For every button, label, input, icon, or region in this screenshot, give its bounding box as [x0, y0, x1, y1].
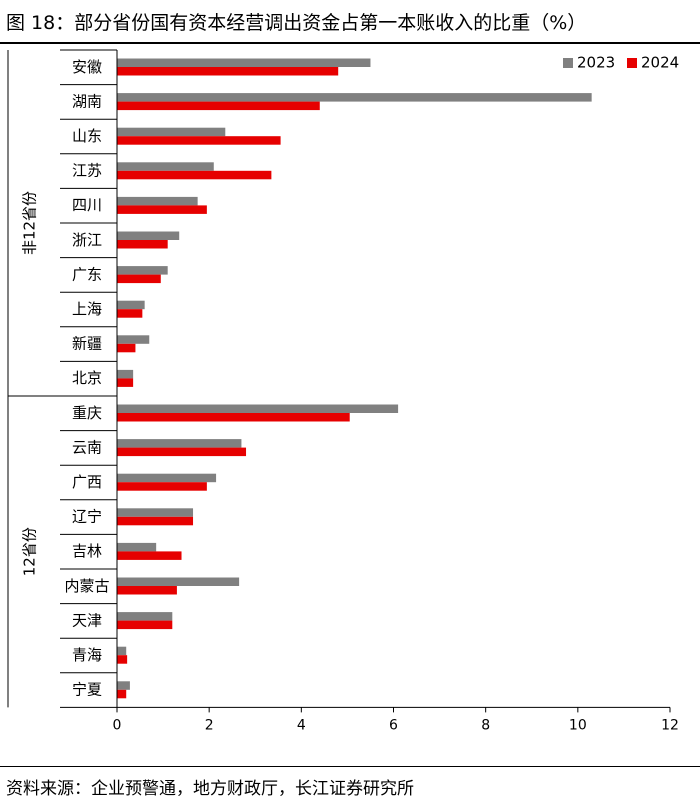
bar-2024-14 [117, 516, 194, 526]
category-label: 辽宁 [72, 508, 102, 526]
bar-2023-18 [117, 646, 127, 656]
bar-2024-17 [117, 620, 173, 630]
category-label: 湖南 [72, 92, 102, 110]
bar-2024-10 [117, 378, 134, 387]
bar-2023-1 [117, 58, 371, 67]
bar-2023-4 [117, 162, 214, 171]
group-label-2: 12省份 [21, 527, 39, 576]
legend-label-2023: 2023 [577, 54, 615, 72]
bar-2024-6 [117, 240, 168, 249]
x-tick-label: 10 [569, 717, 587, 733]
bar-2023-17 [117, 612, 173, 621]
category-label: 北京 [72, 369, 102, 387]
bar-2023-9 [117, 335, 150, 344]
figure-title-bar: 图 18：部分省份国有资本经营调出资金占第一本账收入的比重（%） [0, 0, 700, 42]
bar-2023-11 [117, 404, 399, 413]
bar-2024-3 [117, 136, 281, 145]
x-tick-label: 12 [661, 717, 679, 733]
x-tick-label: 0 [113, 717, 122, 733]
category-label: 江苏 [72, 162, 102, 180]
bar-2023-14 [117, 508, 194, 517]
bar-2023-15 [117, 542, 157, 552]
bar-2024-9 [117, 343, 136, 353]
category-label: 广西 [72, 473, 102, 491]
title-divider [0, 42, 700, 44]
bar-2023-19 [117, 681, 130, 690]
legend-swatch-2023 [563, 58, 573, 68]
category-label: 云南 [72, 438, 102, 456]
bar-2024-16 [117, 586, 177, 595]
category-label: 宁夏 [72, 681, 102, 699]
bar-2024-2 [117, 101, 320, 111]
bar-2024-13 [117, 482, 207, 491]
category-label: 浙江 [72, 231, 102, 249]
bar-2024-11 [117, 413, 350, 422]
figure-title: 图 18：部分省份国有资本经营调出资金占第一本账收入的比重（%） [6, 11, 587, 34]
bar-2024-4 [117, 170, 272, 180]
source-note: 资料来源：企业预警通，地方财政厅，长江证券研究所 [6, 779, 414, 799]
bar-2023-2 [117, 93, 592, 102]
x-tick-label: 2 [205, 717, 214, 733]
x-tick-label: 8 [481, 717, 490, 733]
category-label: 青海 [72, 646, 102, 664]
bar-2023-5 [117, 196, 198, 206]
bar-2024-18 [117, 655, 128, 664]
bar-chart: 非12省份 12省份 安徽湖南山东江苏四川浙江广东上海新疆北京重庆云南广西辽宁吉林内… [7, 49, 679, 733]
category-label: 广东 [72, 265, 102, 283]
bar-2024-19 [117, 689, 127, 699]
bar-2023-12 [117, 439, 242, 448]
bar-2024-1 [117, 67, 339, 76]
category-label: 安徽 [72, 58, 102, 76]
legend-swatch-2024 [627, 58, 637, 68]
bar-2024-15 [117, 551, 182, 560]
category-label: 内蒙古 [64, 577, 109, 595]
category-label: 上海 [72, 300, 102, 318]
group-label-1: 非12省份 [21, 191, 39, 255]
bar-2024-12 [117, 447, 247, 457]
bar-2023-8 [117, 300, 145, 310]
bar-2024-7 [117, 274, 161, 284]
legend-label-2024: 2024 [641, 54, 679, 72]
category-label: 吉林 [72, 542, 102, 560]
bar-2023-13 [117, 473, 217, 483]
x-tick-label: 4 [297, 717, 306, 733]
bar-2023-7 [117, 266, 168, 275]
bar-2024-5 [117, 205, 207, 214]
category-label: 新疆 [72, 335, 102, 353]
source-divider [0, 766, 700, 767]
category-label: 四川 [72, 196, 102, 214]
bar-2023-10 [117, 369, 134, 379]
category-label: 重庆 [72, 404, 102, 422]
x-tick-label: 6 [389, 717, 398, 733]
bar-2023-3 [117, 127, 226, 137]
bar-2023-16 [117, 577, 240, 586]
category-label: 天津 [72, 611, 102, 629]
bar-2023-6 [117, 231, 180, 240]
category-label: 山东 [72, 127, 102, 145]
bar-2024-8 [117, 309, 143, 318]
